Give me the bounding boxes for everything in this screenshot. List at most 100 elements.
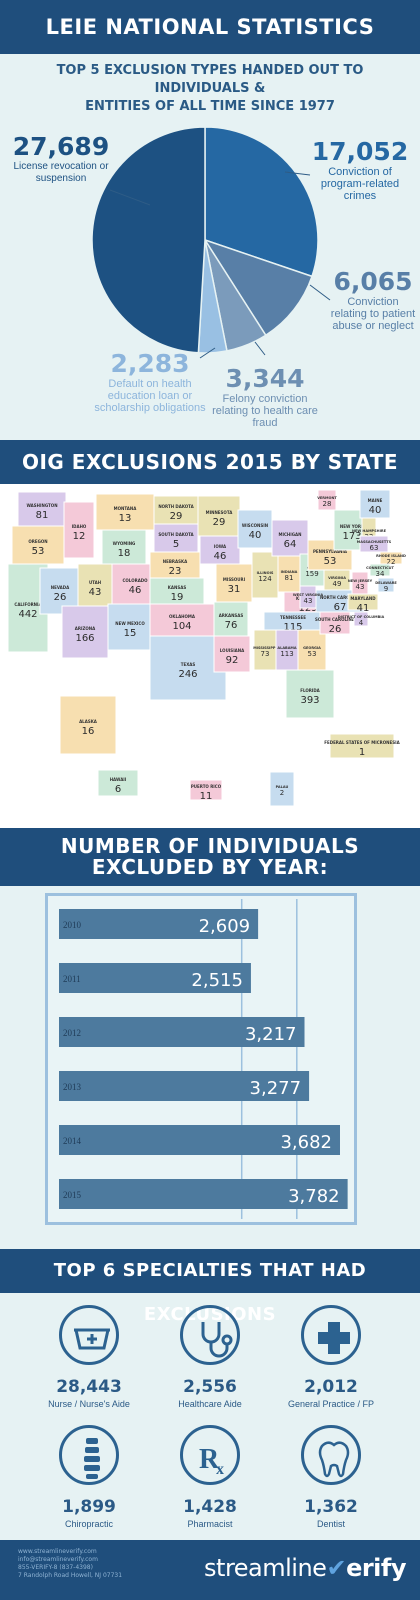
pie-name-program-crimes: Conviction of program-related crimes [320,166,400,202]
state-name: TENNESSEE [280,615,306,620]
state-value: 18 [118,548,131,559]
bar-2011 [59,963,251,993]
specialty-dentist: 1,362 Dentist [266,1425,396,1529]
state-name: OKLAHOMA [169,614,196,619]
state-region [153,523,199,553]
state-name: CALIFORNIA [14,602,42,607]
state-value: 46 [129,585,142,596]
state-name: SOUTH CAROLINA [315,617,356,622]
us-state-map: WASHINGTON 81 OREGON 53 CALIFORNIA 442 IDAHO 12… [0,484,420,828]
pie-label-program-crimes: 17,052 Conviction of program-related cri… [305,138,415,203]
state-name: CONNECTICUT [366,566,394,570]
footer-email[interactable]: info@streamlineverify.com [18,1556,98,1563]
state-name: PENNSYLVANIA [313,549,348,554]
bar-value-label: 3,217 [245,1024,297,1045]
state-name: RHODE ISLAND [376,554,406,558]
state-name: TEXAS [181,662,196,667]
state-name: NEVADA [51,585,70,590]
state-name: MICHIGAN [279,532,302,537]
state-name: ALABAMA [277,646,297,650]
state-region [189,779,223,801]
state-section-title: OIG EXCLUSIONS 2015 BY STATE [21,450,399,474]
specialty-value: 2,012 [304,1377,358,1397]
state-region [377,577,395,593]
state-region [307,539,353,571]
state-region [299,585,317,609]
state-name: IOWA [214,544,227,549]
bar-category-label: 2014 [63,1136,82,1146]
state-region [213,601,249,637]
state-value: 9 [384,585,388,593]
state-region [347,593,379,611]
state-region [271,519,309,557]
state-value: 26 [329,624,342,635]
state-region [297,629,327,671]
state-value: 53 [32,546,45,557]
state-name: PALAU [276,785,289,789]
pie-slice-patient-abuse [203,238,313,337]
state-value: 28 [323,500,332,508]
state-value: 115 [283,622,302,633]
state-name: WASHINGTON [26,503,57,508]
state-name: MONTANA [114,506,138,511]
specialty-value: 1,428 [183,1497,237,1517]
specialty-label: Chiropractic [64,1519,113,1529]
state-value: 29 [213,517,226,528]
state-name: UTAH [89,580,101,585]
state-value: 43 [356,583,365,591]
state-value: 34 [376,570,385,578]
state-value: 2 [280,789,284,797]
state-value: 46 [214,551,227,562]
state-value: 1 [359,747,365,758]
state-name: NEW HAMPSHIRE [352,529,387,533]
nurse-cap-icon [59,1305,119,1365]
state-name: COLORADO [122,578,148,583]
state-name: ARKANSAS [219,613,244,618]
footer-address: 7 Randolph Road Howell, NJ 07731 [18,1572,123,1579]
state-value: 26 [54,592,67,603]
spine-icon [59,1425,119,1485]
pie-value-license: 27,689 [12,132,110,161]
state-value: 73 [261,650,270,658]
state-region [359,535,389,553]
state-region [285,669,335,719]
footer-phone: 855-VERIFY-8 (837-4398) [18,1564,93,1571]
state-value: 49 [333,580,342,588]
state-region [199,535,241,565]
footer: www.streamlineverify.com info@streamline… [0,1540,420,1600]
state-name: WISCONSIN [242,523,268,528]
year-title-line2: EXCLUDED BY YEAR: [91,855,329,879]
state-value: 12 [73,531,86,542]
state-name: NEW JERSEY [348,579,373,583]
svg-text:x: x [216,1461,224,1478]
state-value: 43 [89,587,102,598]
footer-website[interactable]: www.streamlineverify.com [18,1548,97,1555]
state-region [63,501,95,559]
state-name: IDAHO [72,524,87,529]
state-name: NORTH CAROLINA [320,595,361,600]
state-value: 40 [369,505,382,516]
state-region [379,551,403,565]
pie-slice-license [91,126,206,354]
pie-value-loan-default: 2,283 [110,349,190,378]
pie-label-loan-default: 2,283 Default on health education loan o… [90,349,210,415]
specialty-label: General Practice / FP [287,1399,375,1409]
state-value: 173 [342,531,361,542]
state-region [149,603,215,637]
state-name: HAWAII [110,777,127,782]
specialty-value: 2,556 [183,1377,237,1397]
state-name: INDIANA [281,570,298,574]
state-name: WEST VIRGINIA [293,593,323,597]
state-region [197,495,241,537]
brand-text-part2: erify [346,1554,406,1582]
state-value: 41 [357,603,370,614]
pie-name-license: License revocation or suspension [13,161,109,184]
state-name: MINNESOTA [206,510,234,515]
state-name: NEBRASKA [163,559,188,564]
brand-logo: streamline✔erify [204,1554,406,1582]
specialty-value: 1,899 [62,1497,116,1517]
state-name: MAINE [368,498,383,503]
state-value: 81 [36,510,49,521]
specialty-nurse: 28,443 Nurse / Nurse's Aide [24,1305,154,1409]
